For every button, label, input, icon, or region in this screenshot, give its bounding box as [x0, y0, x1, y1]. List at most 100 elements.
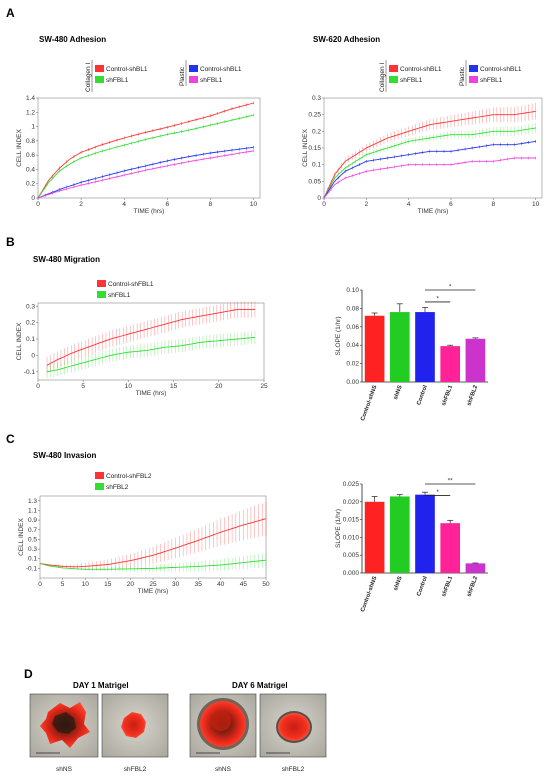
legend: Control-shFBL2 shFBL2 — [95, 472, 152, 491]
legend-swatch — [189, 65, 198, 72]
plot-frame — [37, 97, 261, 199]
y-tick-label: 1.3 — [28, 498, 37, 505]
group-title: DAY 1 Matrigel — [73, 681, 129, 690]
x-tick-label: 5 — [61, 581, 65, 588]
y-tick-label: 0.00 — [346, 379, 359, 386]
legend-entry: Control-shBL1 — [400, 66, 442, 73]
series-line — [39, 559, 267, 570]
plot-area: 0 0.05 0.1 0.15 0.2 0.25 0.3 0 2 4 6 8 10 TIME (hrs) C… — [302, 95, 543, 215]
x-tick-label: 6 — [166, 201, 170, 208]
y-tick-label: 0.3 — [28, 546, 37, 553]
legend-group-label: Collagen I — [379, 63, 386, 92]
legend-swatch — [95, 472, 104, 479]
y-tick-label: 0.8 — [26, 138, 35, 145]
y-axis-label: CELL INDEX — [18, 517, 25, 555]
series-3 — [323, 156, 536, 200]
plot-area: -0.1 0.1 0.3 0.5 0.7 0.9 1.1 1.3 0 5 10 15 20 25 30 35 4… — [18, 495, 270, 595]
micrograph-day6-shns: shNS — [189, 693, 257, 773]
y-axis-label: CELL INDEX — [302, 128, 309, 166]
y-tick-label: 0 — [31, 352, 35, 359]
y-tick-label: -0.1 — [24, 369, 36, 376]
bar — [364, 501, 385, 573]
series-line — [37, 102, 254, 199]
category-label: shNS — [393, 576, 404, 592]
y-axis-label: SLOPE (1/hr) — [335, 509, 342, 548]
y-axis-label: SLOPE (1/hr) — [335, 316, 342, 355]
legend-entry: Control-shFBL2 — [106, 473, 152, 480]
micrograph-day1-shns: shNS — [29, 693, 99, 773]
legend-group-label: Plastic — [459, 66, 466, 86]
series-0 — [37, 101, 254, 200]
bar — [415, 312, 435, 382]
y-tick-label: 0.15 — [308, 145, 321, 152]
x-axis-label: TIME (hrs) — [136, 390, 167, 397]
y-tick-label: 0.05 — [308, 178, 321, 185]
x-axis-label: TIME (hrs) — [418, 208, 449, 215]
chart-sw620-adhesion: SW-620 Adhesion Collagen I Control-shBL1… — [302, 35, 543, 215]
x-tick-label: 8 — [209, 201, 213, 208]
panel-letter-b: B — [6, 235, 15, 249]
category-label: shNS — [393, 385, 404, 401]
legend: Control-shFBL1 shFBL1 — [97, 280, 154, 299]
legend-swatch — [389, 65, 398, 72]
panel-letter-d: D — [24, 667, 33, 681]
chart-title: SW-620 Adhesion — [313, 35, 380, 44]
y-tick-label: 0.025 — [343, 481, 360, 488]
legend-swatch — [95, 65, 104, 72]
x-tick-label: 50 — [262, 581, 270, 588]
category-label: shFBL1 — [441, 575, 454, 598]
bar — [465, 563, 486, 573]
series-line — [323, 127, 536, 199]
legend: Collagen I Control-shBL1 shFBL1 Plastic … — [379, 60, 522, 92]
y-tick-label: 1.2 — [26, 109, 35, 116]
micrograph-day6-shfbl2: shFBL2 — [259, 693, 327, 773]
series-line — [323, 110, 536, 199]
category-label: shFBL2 — [466, 576, 479, 598]
y-axis-label: CELL INDEX — [16, 322, 23, 360]
series-line — [37, 150, 254, 199]
plot-area: 0.000 0.005 0.010 0.015 0.020 0.025 SLOPE (1/h… — [335, 478, 488, 613]
y-tick-label: 0.02 — [346, 361, 359, 368]
x-tick-label: 6 — [449, 201, 453, 208]
y-tick-label: 0.4 — [26, 166, 35, 173]
legend-swatch — [469, 76, 478, 83]
legend-group-label: Plastic — [179, 66, 186, 86]
series-line — [37, 146, 254, 199]
y-tick-label: 0.6 — [26, 152, 35, 159]
legend-entry: shFBL1 — [400, 77, 423, 84]
x-tick-label: 2 — [365, 201, 369, 208]
y-tick-label: 0.1 — [26, 336, 35, 343]
bar — [440, 346, 461, 382]
x-axis-label: TIME (hrs) — [138, 588, 169, 595]
y-tick-label: 0.08 — [346, 305, 359, 312]
x-tick-label: 0 — [36, 383, 40, 390]
series-line — [323, 140, 536, 199]
significance-mark: ** — [448, 478, 454, 485]
x-tick-label: 10 — [532, 201, 540, 208]
y-tick-label: 0.000 — [343, 570, 360, 577]
panel-letter-a: A — [6, 6, 15, 20]
y-tick-label: 0.5 — [28, 536, 37, 543]
bar — [389, 312, 410, 382]
y-tick-label: 0.2 — [26, 320, 35, 327]
category-label: shFBL1 — [441, 384, 454, 407]
y-axis-label: CELL INDEX — [16, 128, 23, 166]
chart-title: SW-480 Migration — [33, 255, 100, 264]
legend-entry: shFBL2 — [106, 484, 129, 491]
legend-swatch — [95, 76, 104, 83]
x-tick-label: 10 — [250, 201, 258, 208]
image-label: shNS — [56, 766, 73, 773]
significance-mark: * — [449, 284, 452, 291]
x-tick-label: 2 — [79, 201, 83, 208]
significance-mark: * — [436, 295, 439, 302]
x-tick-label: 20 — [215, 383, 223, 390]
legend-entry: shFBL1 — [108, 292, 131, 299]
panel-d: DAY 1 Matrigel DAY 6 Matrigel shNS shFBL… — [29, 681, 327, 773]
chart-title: SW-480 Invasion — [33, 451, 97, 460]
chart-sw480-adhesion: SW-480 Adhesion Collagen I Control-shBL1… — [16, 35, 261, 215]
y-tick-label: 0.2 — [312, 128, 321, 135]
bar — [389, 496, 410, 573]
x-tick-label: 4 — [122, 201, 126, 208]
